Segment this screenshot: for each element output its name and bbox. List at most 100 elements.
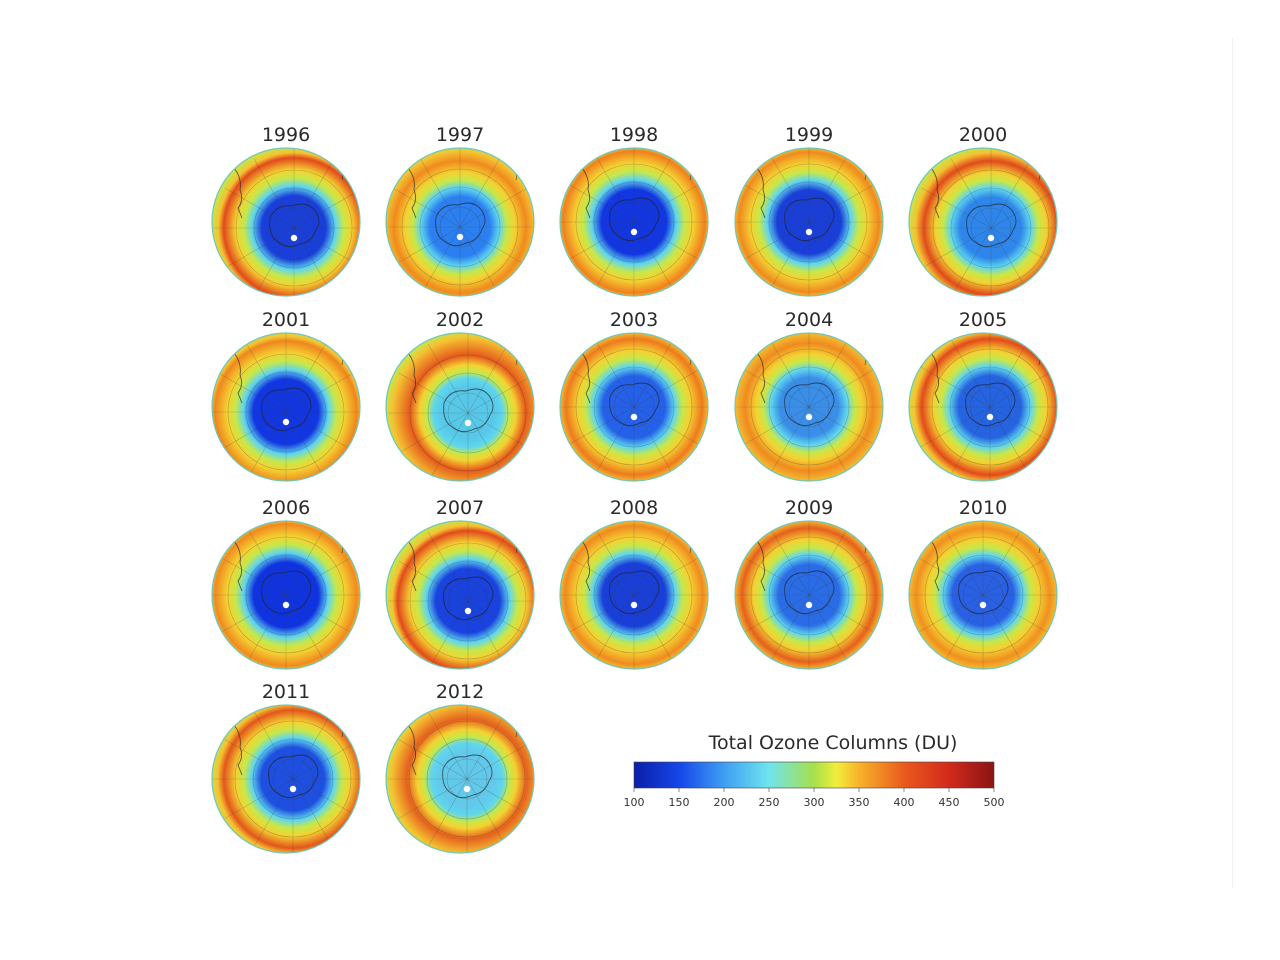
ozone-field <box>735 333 883 481</box>
ozone-field <box>212 148 360 296</box>
meridian-line <box>593 337 675 477</box>
meridian-line <box>564 181 704 263</box>
year-panel-1996: 1996 <box>206 124 366 304</box>
year-label: 2010 <box>958 497 1008 519</box>
colorbar <box>633 761 995 789</box>
antarctica-coastline <box>784 382 835 426</box>
antarctica-coastline <box>609 382 660 426</box>
latitude-ring <box>253 187 335 269</box>
meridian-line <box>593 525 675 665</box>
ozone-globe-map <box>559 520 709 670</box>
ozone-globe-map <box>211 520 361 670</box>
antarctica-coastline <box>784 197 835 241</box>
meridian-line <box>739 554 879 636</box>
meridian-line <box>593 152 675 292</box>
antarctica-coastline <box>442 754 493 798</box>
latitude-ring <box>613 386 655 428</box>
year-label: 1996 <box>261 124 311 146</box>
meridian-line <box>427 343 509 481</box>
ozone-field <box>212 705 360 853</box>
year-label: 2000 <box>958 124 1008 146</box>
year-label: 2004 <box>784 309 834 331</box>
south-america-coastline <box>930 540 940 592</box>
latitude-ring <box>575 536 693 654</box>
south-pole-dot <box>464 419 472 427</box>
south-pole-dot <box>987 234 995 242</box>
year-label: 1998 <box>609 124 659 146</box>
globe-edge <box>559 147 709 297</box>
ozone-globe-map <box>559 147 709 297</box>
meridian-line <box>913 554 1053 636</box>
latitude-ring <box>768 366 850 448</box>
meridian-line <box>768 152 850 292</box>
meridian-line <box>950 158 1032 296</box>
ozone-globe-map <box>559 332 709 482</box>
ozone-field <box>212 521 360 669</box>
year-panel-2006: 2006 <box>206 497 366 677</box>
latitude-ring <box>613 201 655 243</box>
year-panel-2000: 2000 <box>903 124 1063 304</box>
latitude-ring <box>613 574 655 616</box>
colorbar-tick-label: 350 <box>849 796 870 809</box>
ozone-field <box>386 705 534 853</box>
meridian-line <box>224 187 360 269</box>
latitude-ring <box>409 354 527 472</box>
ozone-field <box>386 333 534 481</box>
latitude-ring <box>408 720 526 838</box>
south-pole-dot <box>630 413 638 421</box>
latitude-ring <box>768 554 850 636</box>
ozone-globe-map <box>908 147 1058 297</box>
latitude-ring <box>750 348 868 466</box>
antarctica-coastline <box>443 388 494 432</box>
meridian-line <box>253 158 335 296</box>
year-panel-2011: 2011 <box>206 681 366 861</box>
colorbar-tick-label: 400 <box>894 796 915 809</box>
south-america-coastline <box>756 540 766 592</box>
south-america-coastline <box>756 167 766 219</box>
globe-edge <box>211 704 361 854</box>
latitude-ring <box>227 353 345 471</box>
latitude-ring <box>409 542 527 660</box>
latitude-ring <box>419 186 501 268</box>
year-panel-2008: 2008 <box>554 497 714 677</box>
globe-edge <box>211 147 361 297</box>
meridian-line <box>564 554 704 636</box>
latitude-ring <box>750 163 868 281</box>
latitude-ring <box>252 738 334 820</box>
south-pole-dot <box>463 785 471 793</box>
globe-edge <box>908 332 1058 482</box>
latitude-ring <box>227 536 345 654</box>
meridian-line <box>950 158 1032 296</box>
latitude-ring <box>949 366 1031 448</box>
latitude-ring <box>593 554 675 636</box>
ozone-globe-map <box>385 520 535 670</box>
meridian-line <box>398 560 534 642</box>
south-america-coastline <box>756 352 766 404</box>
latitude-ring <box>768 181 850 263</box>
year-panel-1999: 1999 <box>729 124 889 304</box>
ozone-field <box>212 333 360 481</box>
south-america-coastline <box>930 167 940 219</box>
south-america-coastline <box>233 540 243 592</box>
antarctica-coastline <box>269 203 320 247</box>
year-label: 2006 <box>261 497 311 519</box>
meridian-line <box>427 343 509 481</box>
latitude-ring <box>446 758 488 800</box>
south-pole-dot <box>456 233 464 241</box>
south-america-coastline <box>581 352 591 404</box>
south-america-coastline <box>233 724 243 776</box>
meridian-line <box>593 152 675 292</box>
south-pole-dot <box>290 234 298 242</box>
latitude-ring <box>788 386 830 428</box>
globe-edge <box>734 147 884 297</box>
colorbar-tick-label: 200 <box>714 796 735 809</box>
antarctica-coastline <box>966 203 1017 247</box>
latitude-ring <box>234 720 352 838</box>
year-label: 2007 <box>435 497 485 519</box>
meridian-line <box>739 554 879 636</box>
latitude-ring <box>962 574 1004 616</box>
colorbar-tick-label: 250 <box>759 796 780 809</box>
meridian-line <box>252 709 334 849</box>
meridian-line <box>739 181 879 263</box>
ozone-field <box>560 148 708 296</box>
